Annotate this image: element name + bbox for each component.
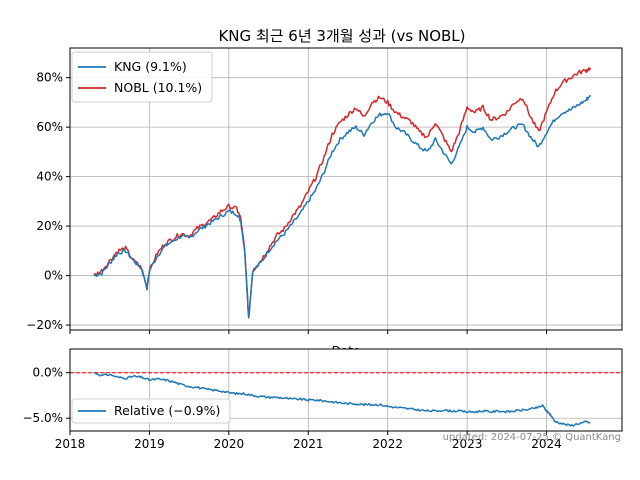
top-y-ticks: −20% 0% 20% 40% 60% 80% [26,71,70,332]
top-ytick-label: −20% [26,318,63,332]
bottom-panel: −5.0% 0.0% 2018 2019 2020 2021 2022 2023 2024 R… [22,348,623,451]
top-ytick-label: 40% [36,170,63,184]
top-axes-frame [69,47,623,331]
bottom-xtick-label: 2023 [452,437,483,451]
bottom-series-lines [93,372,591,427]
top-ytick-label: 60% [36,120,63,134]
top-ytick-label: 20% [36,219,63,233]
footer-updated: updated: 2024-07-25 © QuantKang [443,432,621,443]
series-line-relative [93,372,591,427]
top-series-lines [93,67,591,319]
bottom-xtick-label: 2019 [134,437,165,451]
top-legend: KNG (9.1%) NOBL (10.1%) [71,51,213,103]
legend-label-kng: KNG (9.1%) [114,59,187,74]
bottom-legend: Relative (−0.9%) [71,398,231,424]
bottom-xtick-label: 2024 [531,437,562,451]
series-line-kng [93,94,591,318]
bottom-y-ticks: −5.0% 0.0% [22,366,70,425]
top-legend-box [71,51,213,103]
bottom-xtick-label: 2018 [55,437,86,451]
top-x-ticks [69,330,548,334]
legend-label-nobl: NOBL (10.1%) [114,80,202,95]
bottom-xtick-label: 2022 [372,437,403,451]
bottom-legend-box [71,398,231,424]
bottom-xtick-label: 2021 [293,437,324,451]
bottom-ytick-label: −5.0% [22,411,63,425]
top-ytick-label: 0% [44,269,63,283]
series-line-nobl [93,67,591,319]
bottom-xtick-label: 2020 [214,437,245,451]
top-panel: −20%0%20%40%60%80% Date KNG (9.1%) NOBL … [26,47,623,358]
legend-label-relative: Relative (−0.9%) [114,403,220,418]
bottom-ytick-label: 0.0% [33,366,64,380]
top-ytick-label: 80% [36,71,63,85]
chart-title: KNG 최근 6년 3개월 성과 (vs NOBL) [218,27,465,45]
bottom-x-ticks: 2018 2019 2020 2021 2022 2023 2024 [55,431,562,451]
bottom-axes-frame [69,348,623,432]
